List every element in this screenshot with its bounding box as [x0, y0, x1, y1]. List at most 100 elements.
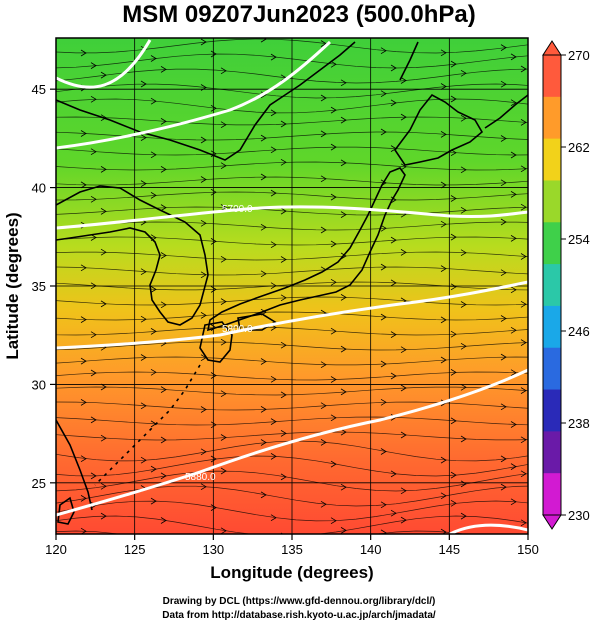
streamline-arrow — [320, 94, 327, 102]
y-axis-label: Latitude (degrees) — [3, 212, 22, 359]
streamline-arrow — [501, 538, 506, 544]
streamline-arrow — [500, 483, 507, 491]
streamline-arrow — [520, 470, 527, 478]
streamline-arrow — [390, 64, 397, 72]
streamline-arrow — [450, 195, 457, 202]
streamline-arrow — [220, 121, 227, 129]
streamline-arrow — [380, 224, 387, 232]
colorbar-segment — [543, 431, 561, 474]
grid-lines — [56, 38, 528, 534]
credit-drawing: Drawing by DCL (https://www.gfd-dennou.o… — [163, 596, 436, 607]
streamline-arrow — [160, 517, 167, 524]
streamline-arrow — [440, 181, 447, 189]
streamline-arrow — [220, 162, 227, 170]
streamline-arrow — [440, 356, 447, 364]
streamline-arrow — [160, 436, 167, 444]
streamline-arrow — [330, 278, 337, 286]
colorbar-tick-label: 254 — [568, 232, 590, 247]
streamline-arrow — [160, 118, 167, 125]
streamline-arrow — [270, 189, 277, 197]
streamline-arrow — [330, 106, 337, 114]
streamline-arrow — [321, 540, 326, 546]
streamline-arrow — [260, 223, 267, 231]
streamline-arrow — [380, 313, 387, 321]
streamline — [56, 176, 528, 186]
colorbar-segment — [543, 347, 561, 391]
streamline-arrow — [460, 383, 467, 391]
credit-data: Data from http://database.rish.kyoto-u.a… — [162, 610, 436, 621]
streamline-arrow — [270, 241, 277, 249]
streamline-arrow — [440, 83, 447, 90]
colorbar-tick-label: 246 — [568, 324, 590, 339]
streamline-arrow — [210, 238, 217, 245]
streamline-arrow — [260, 491, 267, 499]
x-tick-label: 130 — [202, 542, 224, 557]
streamline-arrow — [140, 134, 147, 141]
streamline-arrow — [150, 465, 157, 473]
streamline-arrow — [440, 265, 447, 272]
streamline-arrow — [270, 514, 277, 522]
x-tick-label: 140 — [360, 542, 382, 557]
streamline-arrow — [510, 326, 517, 334]
streamline-arrow — [510, 151, 517, 159]
streamline-arrow — [280, 430, 287, 437]
streamline-arrow — [100, 383, 107, 391]
colorbar-segment — [543, 55, 561, 98]
streamline-arrow — [280, 120, 287, 128]
streamline-arrow — [150, 368, 157, 376]
streamline-arrow — [90, 331, 97, 339]
streamline-arrow — [160, 301, 167, 309]
streamline — [56, 236, 528, 246]
streamline-arrow — [100, 434, 107, 442]
colorbar-segment — [543, 222, 561, 265]
streamline-arrow — [450, 283, 457, 291]
streamline-arrow — [460, 206, 467, 214]
streamline-arrow — [450, 471, 457, 479]
streamline-arrow — [200, 406, 207, 413]
streamline-arrow — [500, 135, 507, 142]
colorbar-segment — [543, 473, 561, 516]
colorbar-bottom-arrow — [542, 514, 562, 530]
streamline-arrow — [460, 166, 467, 174]
streamline-arrow — [270, 109, 277, 117]
streamline-arrow — [460, 342, 467, 350]
streamline-arrow — [200, 38, 207, 46]
streamline-arrow — [340, 116, 347, 124]
streamline-arrow — [340, 294, 347, 301]
streamline-arrow — [260, 134, 267, 142]
streamline-arrow — [450, 330, 457, 338]
streamline-arrow — [450, 149, 457, 157]
streamline-arrow — [500, 269, 507, 277]
streamline-arrow — [330, 460, 337, 468]
coastline-ryukyu — [94, 364, 201, 486]
streamline — [56, 356, 528, 366]
streamline-arrow — [200, 271, 207, 279]
colorbar-frame — [542, 54, 562, 516]
streamline-arrow — [340, 428, 347, 436]
streamline-arrow — [210, 50, 217, 58]
coastline-continent-north — [56, 41, 356, 161]
contour-5800 — [56, 280, 528, 350]
streamline-arrow — [220, 67, 227, 75]
contour-5700 — [56, 205, 528, 230]
streamline-arrow — [80, 495, 87, 502]
streamline-arrow — [80, 455, 87, 463]
streamline-arrow — [210, 188, 217, 196]
streamline-arrow — [320, 226, 327, 234]
streamline-arrow — [340, 527, 347, 534]
streamline-arrow — [510, 53, 517, 61]
colorbar-tick-label: 262 — [568, 140, 590, 155]
streamline-arrow — [440, 456, 447, 464]
streamline-arrow — [380, 263, 387, 271]
streamline-arrow — [380, 128, 387, 136]
streamline-arrow — [500, 218, 507, 226]
streamline-arrow — [140, 180, 147, 187]
streamline-arrow — [140, 354, 147, 361]
streamline-arrow — [270, 53, 277, 61]
streamline-arrow — [520, 300, 527, 308]
streamline-arrow — [261, 548, 266, 554]
streamline-arrow — [460, 512, 467, 520]
streamline-arrow — [400, 77, 407, 84]
x-axis-label: Longitude (degrees) — [210, 563, 373, 582]
streamline-arrow — [210, 455, 217, 463]
